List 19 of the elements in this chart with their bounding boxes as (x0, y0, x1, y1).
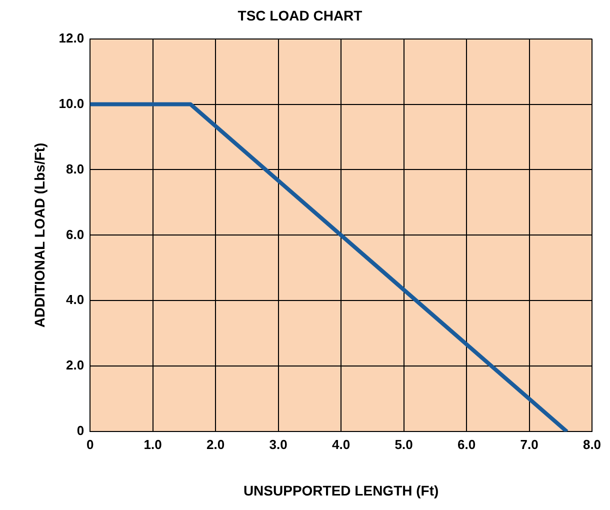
x-tick-label: 7.0 (520, 436, 538, 452)
y-tick-label: 2.0 (66, 358, 84, 373)
y-tick-label: 6.0 (66, 226, 84, 242)
y-tick-label: 4.0 (66, 292, 84, 308)
x-tick-label: 2.0 (206, 436, 225, 452)
x-tick-label: 0 (86, 436, 94, 452)
y-axis-title: ADDITIONAL LOAD (Lbs/Ft) (31, 142, 48, 328)
y-tick-label: 10.0 (58, 96, 84, 111)
x-tick-label: 1.0 (144, 436, 162, 452)
y-tick-label: 8.0 (66, 161, 84, 176)
chart-title: TSC LOAD CHART (238, 7, 363, 24)
x-tick-label: 4.0 (332, 436, 350, 452)
x-tick-label: 8.0 (582, 436, 602, 452)
x-tick-label: 3.0 (269, 436, 288, 452)
y-tick-label: 12.0 (58, 30, 84, 46)
x-axis-title: UNSUPPORTED LENGTH (Ft) (243, 482, 439, 498)
y-tick-label: 0 (76, 423, 84, 438)
x-tick-label: 5.0 (394, 436, 413, 452)
x-tick-label: 6.0 (457, 436, 476, 452)
